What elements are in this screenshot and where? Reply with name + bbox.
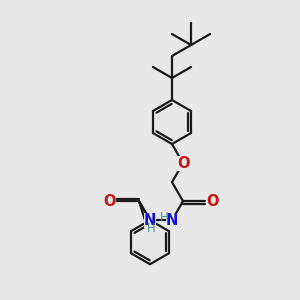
Text: H: H [147,222,155,235]
Text: N: N [166,213,178,228]
Text: O: O [177,156,189,171]
Text: N: N [144,213,156,228]
Text: O: O [206,194,218,209]
Text: O: O [103,194,116,209]
Text: H: H [160,211,168,224]
